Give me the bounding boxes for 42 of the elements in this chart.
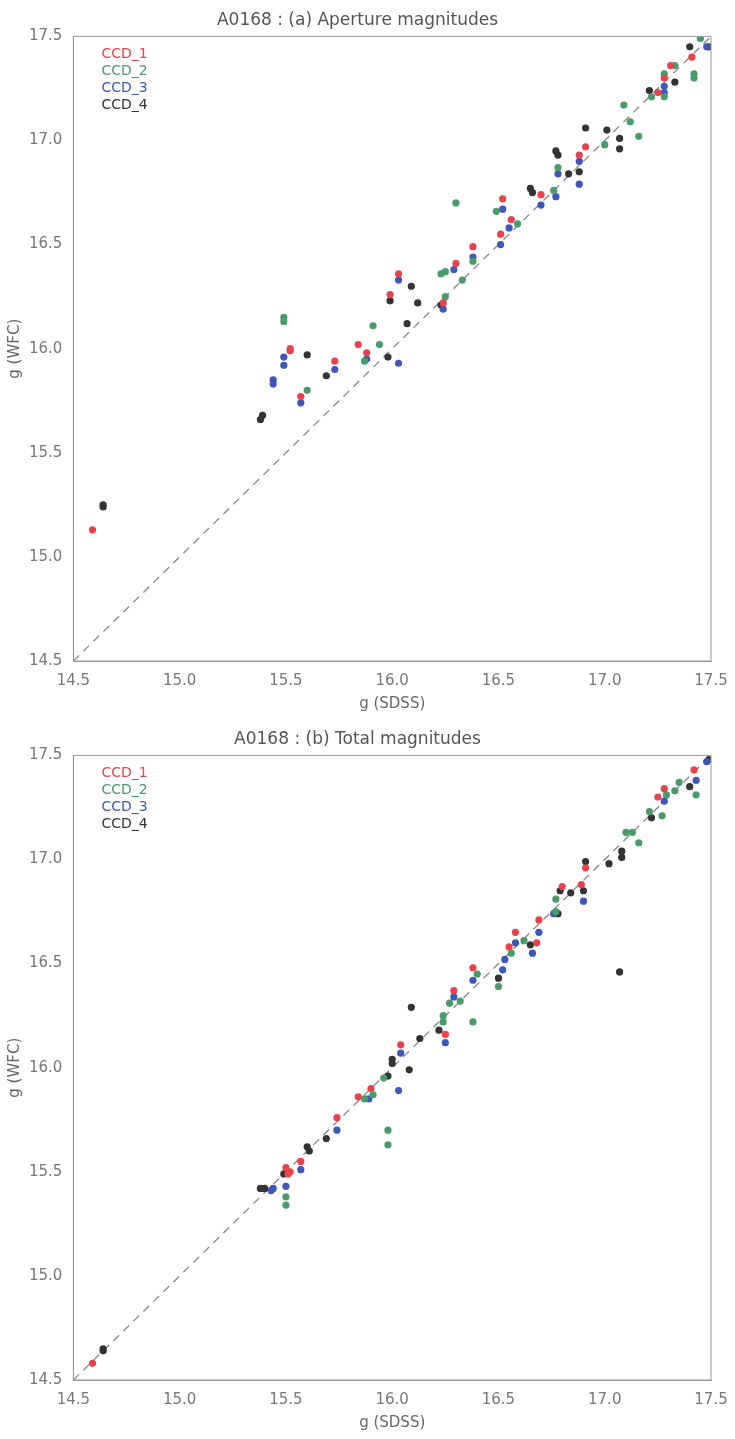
x-tick-label: 15.0: [162, 1389, 197, 1408]
x-tick-label: 15.0: [162, 670, 197, 689]
x-tick-label: 15.5: [269, 1389, 303, 1408]
x-tick-label: 16.0: [375, 670, 409, 689]
y-tick-label: 15.0: [28, 546, 63, 565]
x-axis-title: g (SDSS): [359, 693, 426, 712]
y-axis-title: g (WFC): [4, 318, 23, 379]
y-axis-title: g (WFC): [4, 1037, 23, 1098]
y-tick-label: 17.0: [28, 849, 63, 868]
y-tick-label: 15.5: [28, 442, 63, 461]
x-axis-title: g (SDSS): [359, 1412, 426, 1431]
text: CCD_4: [101, 96, 148, 113]
y-tick-label: 16.5: [28, 953, 63, 972]
text: CCD_4: [101, 815, 148, 832]
y-tick-label: 17.0: [28, 130, 63, 149]
y-tick-label: 16.0: [28, 338, 63, 357]
text: CCD_3: [101, 79, 148, 96]
x-tick-label: 16.5: [481, 1389, 516, 1408]
x-tick-label: 16.5: [481, 670, 516, 689]
text: CCD_1: [101, 45, 148, 62]
y-tick-label: 14.5: [28, 1369, 63, 1388]
x-tick-label: 16.0: [375, 1389, 409, 1408]
chart-title: A0168 : (a) Aperture magnitudes: [216, 8, 499, 29]
x-tick-label: 17.0: [588, 670, 622, 689]
y-tick-label: 17.5: [28, 26, 63, 45]
y-tick-label: 15.5: [28, 1161, 63, 1180]
chart-title: A0168 : (b) Total magnitudes: [234, 727, 482, 748]
y-tick-label: 17.5: [28, 745, 63, 764]
text: CCD_2: [101, 62, 148, 79]
text: CCD_1: [101, 764, 148, 781]
x-tick-label: 15.5: [269, 670, 303, 689]
y-tick-label: 16.0: [28, 1057, 63, 1076]
text: CCD_2: [101, 781, 148, 798]
y-tick-label: 16.5: [28, 234, 63, 253]
text: CCD_3: [101, 798, 148, 815]
y-tick-label: 15.0: [28, 1265, 63, 1284]
x-tick-label: 14.5: [56, 670, 91, 689]
x-tick-label: 14.5: [56, 1389, 91, 1408]
x-tick-label: 17.5: [694, 670, 728, 689]
y-tick-label: 14.5: [28, 650, 63, 669]
x-tick-label: 17.5: [694, 1389, 728, 1408]
x-tick-label: 17.0: [588, 1389, 622, 1408]
